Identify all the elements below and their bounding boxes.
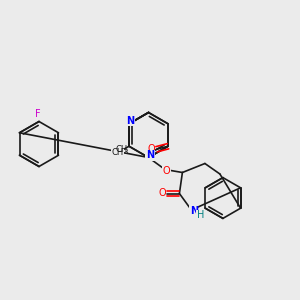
Text: N: N xyxy=(127,116,135,126)
Text: F: F xyxy=(35,109,40,119)
Text: H: H xyxy=(197,210,204,220)
Text: CH: CH xyxy=(116,145,128,154)
Text: 3: 3 xyxy=(123,149,127,155)
Text: O: O xyxy=(147,144,155,154)
Text: O: O xyxy=(163,166,170,176)
Text: N: N xyxy=(190,206,198,216)
Text: N: N xyxy=(146,150,154,160)
Text: O: O xyxy=(158,188,166,199)
Text: CH: CH xyxy=(111,148,123,158)
